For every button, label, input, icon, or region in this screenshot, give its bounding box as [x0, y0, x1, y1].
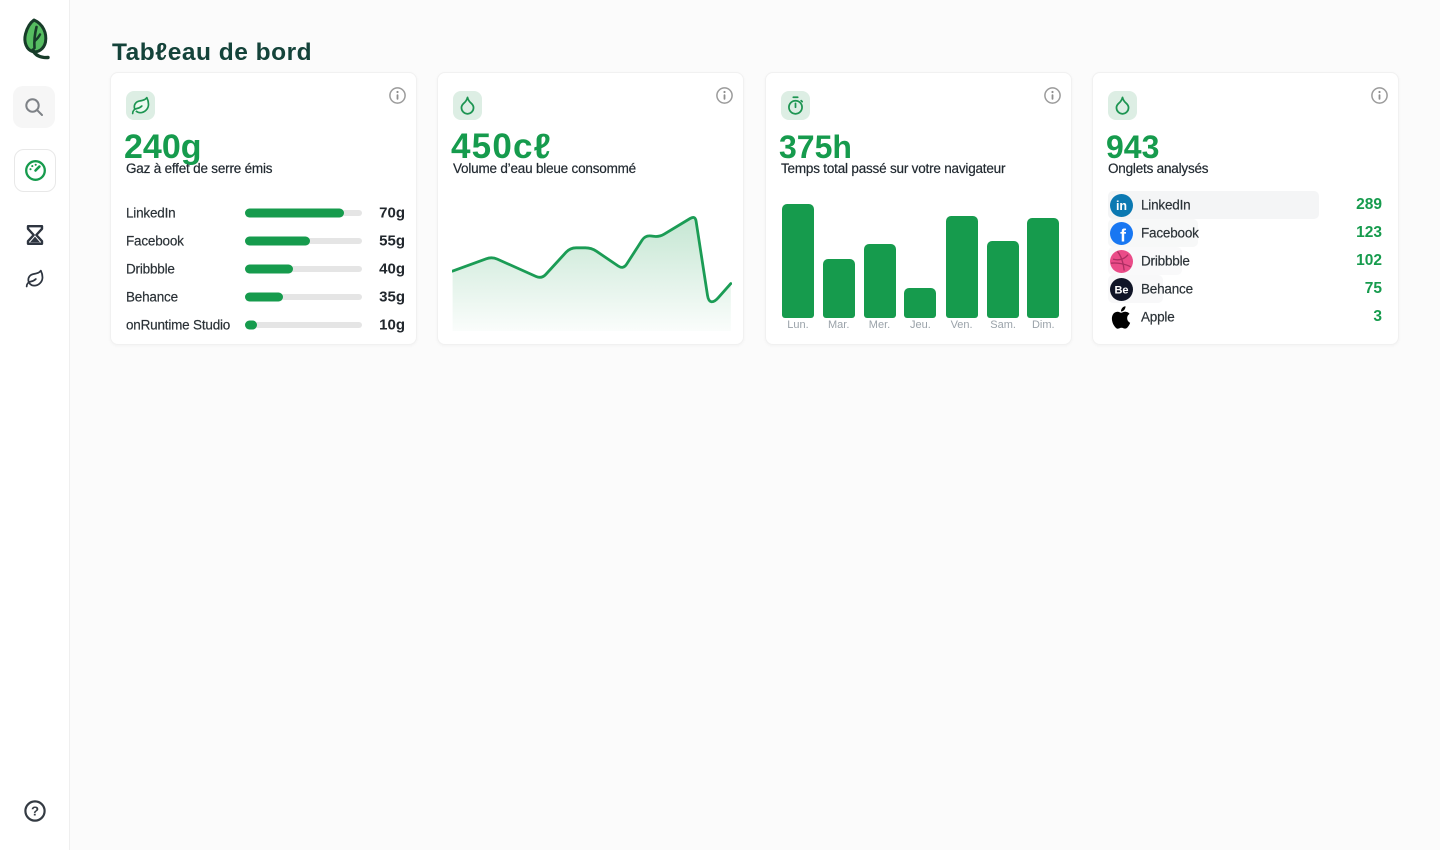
svg-text:?: ?	[31, 803, 39, 818]
svg-text:f: f	[1120, 225, 1126, 245]
svg-text:Be: Be	[1114, 285, 1128, 297]
svg-text:in: in	[1116, 199, 1127, 213]
